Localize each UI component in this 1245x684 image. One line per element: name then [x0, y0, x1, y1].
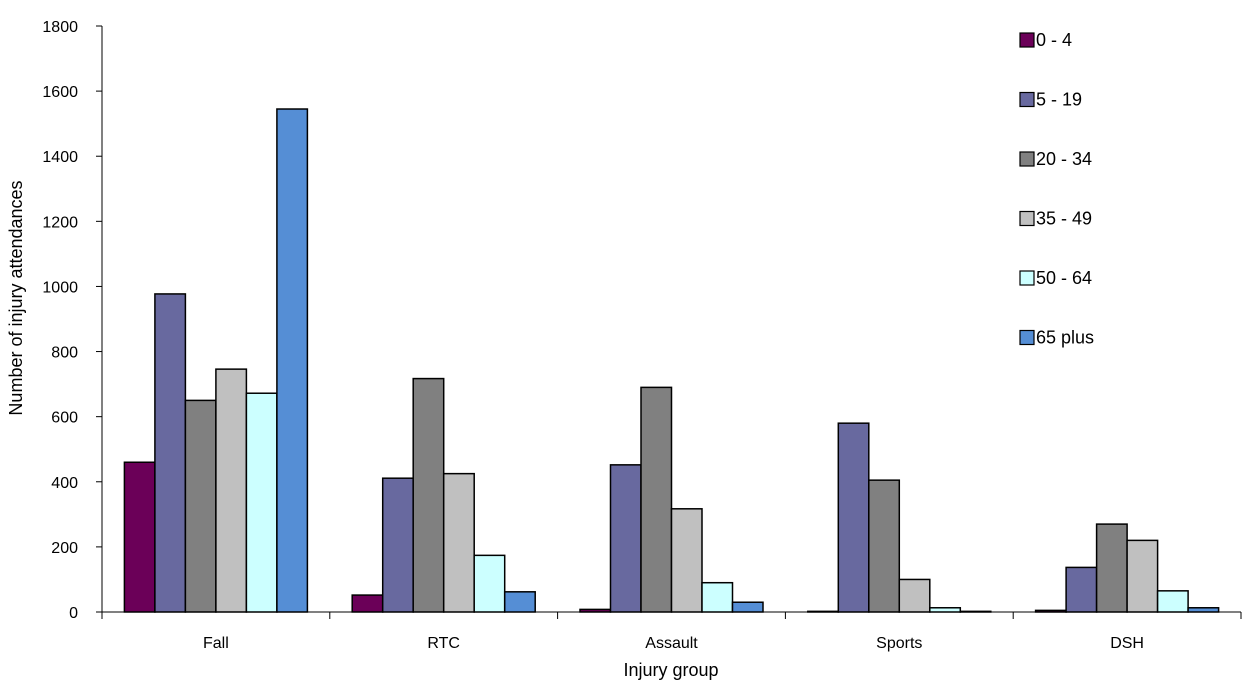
bar-sports-series-4	[929, 607, 962, 613]
bar-assault-series-1	[609, 464, 642, 613]
bar-sports-series-2	[868, 479, 901, 613]
bar-dsh-series-5	[1187, 607, 1220, 613]
x-category-label: DSH	[1110, 635, 1144, 652]
bar-fall-series-2	[184, 399, 217, 613]
y-tick-label: 1000	[42, 279, 78, 296]
legend-swatch	[1019, 32, 1035, 48]
y-tick-label: 1800	[42, 19, 78, 36]
y-tick-label: 1600	[42, 84, 78, 101]
bar-fall-series-1	[154, 293, 187, 613]
bar-assault-series-5	[731, 601, 764, 613]
bar-sports-series-1	[837, 422, 870, 613]
bar-assault-series-4	[701, 581, 734, 613]
bar-dsh-series-3	[1126, 539, 1159, 613]
legend-swatch	[1019, 210, 1035, 227]
y-tick-label: 600	[51, 410, 78, 427]
bar-dsh-series-4	[1156, 590, 1189, 613]
x-category-label: Sports	[876, 635, 922, 652]
y-axis: 0 200 400 600 800 1000 1200 1400 1600 1800	[42, 19, 103, 622]
bar-dsh-series-0	[1034, 609, 1067, 613]
legend-label: 65 plus	[1036, 328, 1094, 348]
bar-rtc-series-4	[473, 554, 506, 613]
bar-assault-series-0	[579, 608, 612, 613]
legend-label: 20 - 34	[1036, 149, 1092, 169]
y-tick-label: 1200	[42, 214, 78, 231]
bar-assault-series-3	[670, 508, 703, 613]
y-tick-label: 1400	[42, 149, 78, 166]
x-axis: Fall RTC Assault Sports DSH	[101, 611, 1242, 652]
legend-label: 50 - 64	[1036, 268, 1092, 288]
bars	[123, 108, 1220, 613]
y-tick-label: 800	[51, 345, 78, 362]
legend-swatch	[1019, 151, 1035, 167]
bar-rtc-series-5	[503, 591, 536, 613]
legend-label: 35 - 49	[1036, 209, 1092, 229]
bar-sports-series-0	[807, 610, 840, 613]
bar-assault-series-2	[640, 386, 673, 613]
bar-rtc-series-1	[381, 477, 414, 613]
y-tick-label: 400	[51, 475, 78, 492]
bar-rtc-series-3	[442, 472, 475, 613]
y-tick-label: 200	[51, 540, 78, 557]
legend: 0 - 4 5 - 19 20 - 34 35 - 49 50 - 64 65 plus	[1019, 30, 1094, 348]
y-tick-label: 0	[69, 605, 78, 622]
bar-dsh-series-1	[1065, 566, 1098, 613]
bar-rtc-series-2	[412, 377, 445, 613]
bar-rtc-series-0	[351, 594, 384, 613]
legend-swatch	[1019, 91, 1035, 108]
bar-fall-series-3	[215, 368, 248, 613]
bar-dsh-series-2	[1095, 523, 1128, 613]
x-category-label: RTC	[427, 635, 460, 652]
y-axis-title: Number of injury attendances	[6, 180, 26, 415]
bar-sports-series-5	[959, 610, 992, 613]
legend-label: 5 - 19	[1036, 90, 1082, 110]
x-category-label: Assault	[645, 635, 698, 652]
bar-fall-series-5	[276, 108, 309, 613]
x-axis-title: Injury group	[623, 660, 718, 680]
bar-sports-series-3	[898, 578, 931, 613]
x-category-label: Fall	[203, 635, 229, 652]
legend-swatch	[1019, 270, 1035, 286]
legend-label: 0 - 4	[1036, 30, 1072, 50]
bar-fall-series-0	[123, 461, 156, 613]
bar-fall-series-4	[245, 392, 278, 613]
legend-swatch	[1019, 329, 1035, 346]
